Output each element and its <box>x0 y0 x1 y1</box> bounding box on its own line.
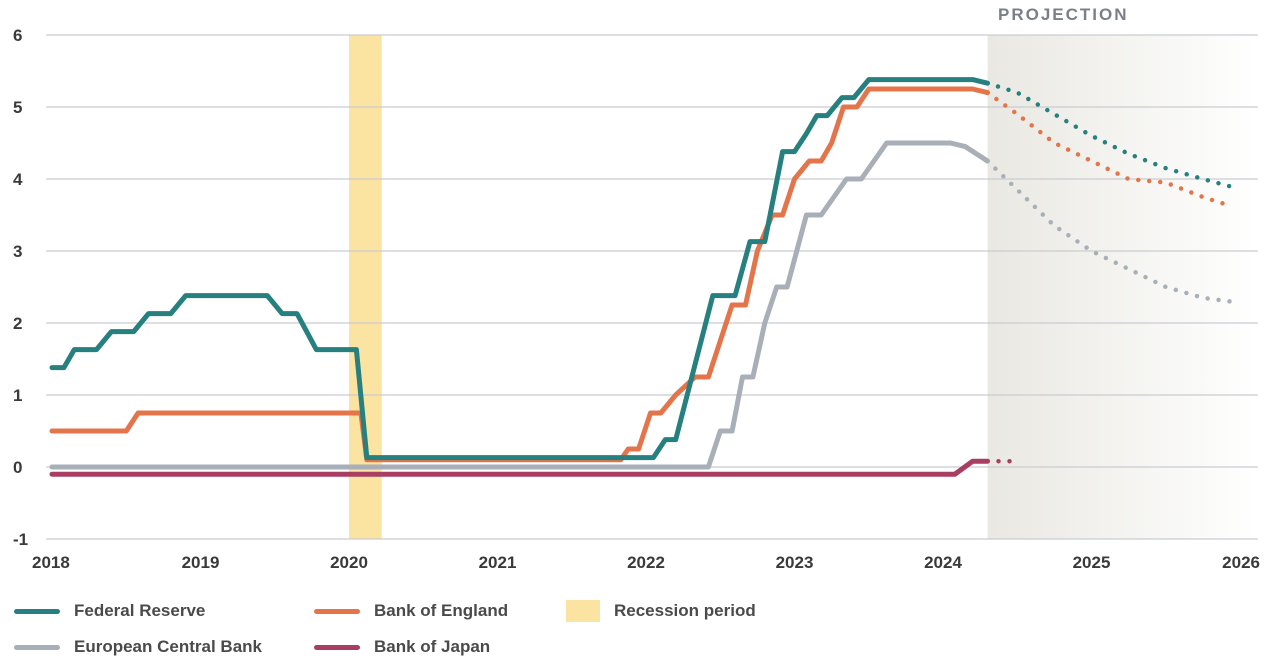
legend-item-bank-of-japan: Bank of Japan <box>314 632 490 662</box>
x-tick-label: 2026 <box>1222 553 1260 572</box>
projection-shade <box>987 35 1258 539</box>
legend-item-bank-of-england: Bank of England <box>314 596 508 626</box>
legend-swatch-bank-of-japan <box>314 644 360 650</box>
x-tick-label: 2021 <box>479 553 517 572</box>
y-tick-label: 2 <box>13 314 22 333</box>
legend-label-federal-reserve: Federal Reserve <box>74 601 206 620</box>
legend-label-bank-of-japan: Bank of Japan <box>374 637 491 656</box>
x-tick-label: 2024 <box>924 553 962 572</box>
series-line-bank-of-england <box>49 86 990 463</box>
legend-swatch-recession-period <box>566 600 600 622</box>
series-line-federal-reserve <box>49 77 990 461</box>
y-tick-label: 0 <box>13 458 22 477</box>
legend-swatch-federal-reserve <box>14 608 60 614</box>
x-tick-label: 2022 <box>627 553 665 572</box>
y-tick-label: 1 <box>13 386 22 405</box>
x-tick-label: 2018 <box>32 553 70 572</box>
legend-item-european-central-bank: European Central Bank <box>14 632 262 662</box>
series-projection-federal-reserve <box>985 80 1232 189</box>
legend-label-bank-of-england: Bank of England <box>374 601 509 620</box>
series-line-european-central-bank <box>49 140 990 470</box>
legend: Federal Reserve Bank of England Recessio… <box>0 588 1280 667</box>
series-projection-bank-of-england <box>985 90 1232 208</box>
y-tick-label: -1 <box>13 530 28 549</box>
x-tick-label: 2025 <box>1073 553 1111 572</box>
x-tick-label: 2020 <box>330 553 368 572</box>
recession-band <box>349 35 382 539</box>
series-line-bank-of-japan <box>49 458 990 477</box>
x-tick-label: 2019 <box>182 553 220 572</box>
y-tick-label: 3 <box>13 242 22 261</box>
y-tick-label: 6 <box>13 26 22 45</box>
series-projection-european-central-bank <box>985 158 1232 304</box>
y-tick-label: 4 <box>13 170 23 189</box>
legend-label-recession-period: Recession period <box>614 601 756 620</box>
x-tick-label: 2023 <box>776 553 814 572</box>
legend-swatch-european-central-bank <box>14 644 60 650</box>
legend-swatch-bank-of-england <box>314 608 360 614</box>
legend-label-european-central-bank: European Central Bank <box>74 637 262 656</box>
legend-item-recession-period: Recession period <box>566 596 756 626</box>
y-tick-label: 5 <box>13 98 22 117</box>
legend-item-federal-reserve: Federal Reserve <box>14 596 205 626</box>
projection-label: PROJECTION <box>998 5 1129 24</box>
